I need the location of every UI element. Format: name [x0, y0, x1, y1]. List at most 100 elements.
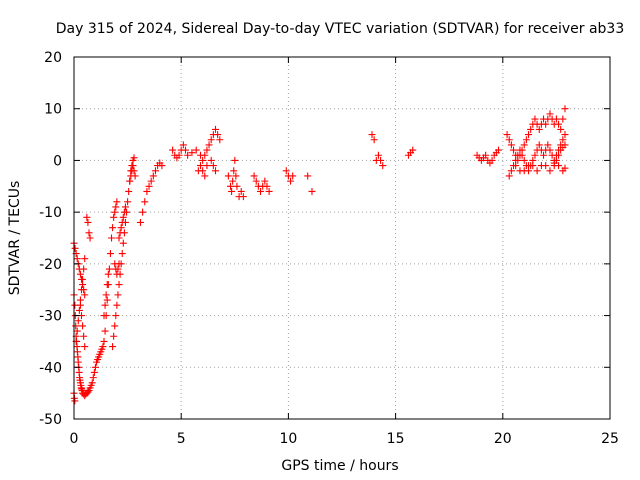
x-tick-labels: 0 5 10 15 20 25 [70, 431, 619, 447]
data-point [552, 115, 560, 123]
data-point [115, 260, 123, 268]
y-tick-label: -10 [39, 205, 62, 221]
data-point [115, 234, 123, 242]
data-point [374, 151, 382, 159]
data-point [73, 327, 81, 335]
data-point [192, 146, 200, 154]
data-point [368, 131, 376, 139]
data-point [482, 151, 490, 159]
data-point [81, 343, 89, 351]
y-tick-label: -20 [39, 257, 62, 273]
data-point [503, 131, 511, 139]
data-point [542, 162, 550, 170]
data-point [109, 343, 117, 351]
data-point [113, 270, 121, 278]
y-tick-label: -30 [39, 309, 62, 325]
data-point [91, 363, 99, 371]
data-point [114, 265, 122, 273]
data-point [89, 374, 97, 382]
data-point [544, 141, 552, 149]
x-tick-label: 10 [279, 431, 297, 447]
data-point [540, 151, 548, 159]
data-point [100, 312, 108, 320]
data-point [252, 177, 260, 185]
data-point [103, 296, 111, 304]
data-point [527, 125, 535, 133]
data-point [85, 229, 93, 237]
data-point [265, 187, 273, 195]
data-point [529, 162, 537, 170]
data-point [101, 301, 109, 309]
chart-title: Day 315 of 2024, Sidereal Day-to-day VTE… [56, 21, 625, 37]
data-point [227, 182, 235, 190]
data-point [113, 301, 121, 309]
y-axis-label: SDTVAR / TECUs [7, 181, 23, 296]
data-point [263, 182, 271, 190]
data-point [207, 136, 215, 144]
data-point [99, 343, 107, 351]
data-point [110, 213, 118, 221]
y-tick-label: 20 [44, 50, 62, 66]
data-point [518, 151, 526, 159]
data-point [136, 218, 144, 226]
data-point [201, 172, 209, 180]
data-point [108, 234, 116, 242]
data-point [520, 156, 528, 164]
data-point [81, 291, 89, 299]
data-point [203, 146, 211, 154]
data-point [188, 149, 196, 157]
data-point [233, 182, 241, 190]
data-point [76, 301, 84, 309]
data-point [535, 141, 543, 149]
data-point [561, 131, 569, 139]
data-point [546, 146, 554, 154]
data-point [80, 332, 88, 340]
data-point [78, 286, 86, 294]
data-point [239, 193, 247, 201]
data-point [84, 388, 92, 396]
data-point [203, 162, 211, 170]
data-point [115, 281, 123, 289]
data-point [104, 270, 112, 278]
data-point [129, 162, 137, 170]
data-point [101, 327, 109, 335]
data-point [109, 224, 117, 232]
data-point [304, 172, 312, 180]
data-point [72, 322, 80, 330]
data-point [224, 172, 232, 180]
data-point [79, 322, 87, 330]
data-point [546, 110, 554, 118]
x-tick-label: 0 [70, 431, 79, 447]
data-point [495, 146, 503, 154]
data-point [196, 162, 204, 170]
data-point [130, 167, 138, 175]
data-point [131, 172, 139, 180]
data-point [90, 368, 98, 376]
x-tick-label: 25 [601, 431, 619, 447]
data-point [169, 146, 177, 154]
y-tick-label: -50 [39, 412, 62, 428]
x-axis-label: GPS time / hours [281, 458, 398, 474]
data-point [370, 136, 378, 144]
data-point [507, 167, 515, 175]
data-point [113, 198, 121, 206]
data-point [126, 177, 134, 185]
data-point [207, 156, 215, 164]
data-point [377, 156, 385, 164]
data-point [201, 151, 209, 159]
data-point [561, 164, 569, 172]
data-point [75, 306, 83, 314]
data-point [522, 136, 530, 144]
x-tick-label: 20 [494, 431, 512, 447]
data-point [488, 156, 496, 164]
data-point [141, 198, 149, 206]
data-point [512, 162, 520, 170]
data-point [228, 187, 236, 195]
data-point [546, 167, 554, 175]
x-tick-label: 15 [387, 431, 405, 447]
data-point [212, 167, 220, 175]
data-point [105, 265, 113, 273]
data-point [112, 203, 120, 211]
data-point [181, 146, 189, 154]
data-point [118, 218, 126, 226]
